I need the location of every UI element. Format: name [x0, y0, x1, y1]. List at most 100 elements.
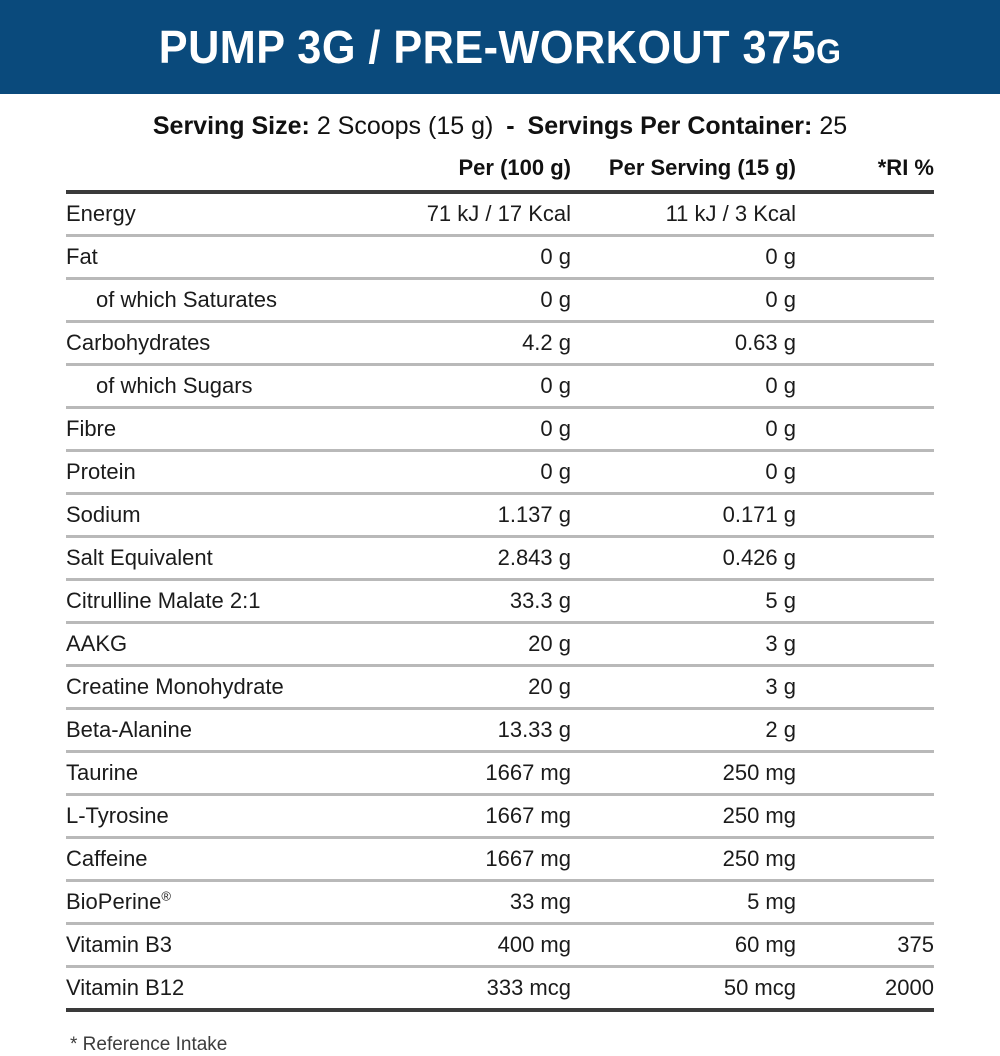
- nutrient-name: Vitamin B3: [66, 923, 366, 968]
- value-per-serving: 0.426 g: [571, 536, 796, 581]
- value-per-100g: 2.843 g: [366, 536, 571, 581]
- value-per-serving: 3 g: [571, 665, 796, 710]
- nutrient-name: Creatine Monohydrate: [66, 665, 366, 710]
- column-header-nutrient: [66, 155, 366, 194]
- value-per-100g: 71 kJ / 17 Kcal: [366, 192, 571, 237]
- value-ri-percent: 375: [796, 923, 934, 968]
- value-per-serving: 0 g: [571, 235, 796, 280]
- value-ri-percent: [796, 450, 934, 495]
- value-ri-percent: [796, 579, 934, 624]
- value-per-100g: 333 mcg: [366, 966, 571, 1012]
- column-header-per-100g: Per (100 g): [366, 155, 571, 194]
- nutrient-name: Carbohydrates: [66, 321, 366, 366]
- value-per-100g: 0 g: [366, 278, 571, 323]
- value-per-serving: 2 g: [571, 708, 796, 753]
- value-per-100g: 13.33 g: [366, 708, 571, 753]
- value-ri-percent: [796, 235, 934, 280]
- value-per-100g: 20 g: [366, 622, 571, 667]
- value-per-100g: 4.2 g: [366, 321, 571, 366]
- value-ri-percent: [796, 665, 934, 710]
- value-per-100g: 400 mg: [366, 923, 571, 968]
- nutrient-name: Taurine: [66, 751, 366, 796]
- value-per-serving: 5 g: [571, 579, 796, 624]
- nutrient-name: Salt Equivalent: [66, 536, 366, 581]
- servings-per-container-value: 25: [819, 112, 848, 140]
- nutrient-name: AAKG: [66, 622, 366, 667]
- serving-separator: -: [506, 112, 515, 140]
- value-per-serving: 0.171 g: [571, 493, 796, 538]
- value-ri-percent: [796, 192, 934, 237]
- title-banner: PUMP 3G / PRE-WORKOUT 375G: [0, 0, 1000, 94]
- serving-information: Serving Size: 2 Scoops (15 g) - Servings…: [0, 112, 1000, 141]
- servings-per-container-label: Servings Per Container:: [527, 112, 813, 140]
- table-row: Vitamin B12 333 mcg 50 mcg 2000: [66, 966, 934, 1012]
- value-per-serving: 50 mcg: [571, 966, 796, 1012]
- table-row: Vitamin B3 400 mg 60 mg 375: [66, 923, 934, 968]
- value-ri-percent: [796, 493, 934, 538]
- column-header-ri-percent: *RI %: [796, 155, 934, 194]
- table-row: Carbohydrates 4.2 g 0.63 g: [66, 321, 934, 366]
- nutrient-name: BioPerine®: [66, 880, 366, 925]
- value-ri-percent: [796, 278, 934, 323]
- value-ri-percent: [796, 880, 934, 925]
- nutrient-name: Protein: [66, 450, 366, 495]
- nutrition-table: Per (100 g) Per Serving (15 g) *RI % Ene…: [66, 155, 934, 1012]
- table-row: Caffeine 1667 mg 250 mg: [66, 837, 934, 882]
- value-ri-percent: [796, 364, 934, 409]
- value-per-serving: 11 kJ / 3 Kcal: [571, 192, 796, 237]
- table-row: Energy 71 kJ / 17 Kcal 11 kJ / 3 Kcal: [66, 192, 934, 237]
- nutrient-name: Beta-Alanine: [66, 708, 366, 753]
- value-per-serving: 0.63 g: [571, 321, 796, 366]
- value-per-100g: 0 g: [366, 364, 571, 409]
- value-per-100g: 33 mg: [366, 880, 571, 925]
- table-header-row: Per (100 g) Per Serving (15 g) *RI %: [66, 155, 934, 194]
- value-per-serving: 0 g: [571, 278, 796, 323]
- table-row: L-Tyrosine 1667 mg 250 mg: [66, 794, 934, 839]
- nutrient-name: Caffeine: [66, 837, 366, 882]
- table-row: Salt Equivalent 2.843 g 0.426 g: [66, 536, 934, 581]
- value-ri-percent: [796, 751, 934, 796]
- nutrient-name: Fat: [66, 235, 366, 280]
- table-row: Taurine 1667 mg 250 mg: [66, 751, 934, 796]
- nutrition-table-wrapper: Per (100 g) Per Serving (15 g) *RI % Ene…: [66, 155, 934, 1012]
- value-per-100g: 1667 mg: [366, 794, 571, 839]
- value-per-100g: 1667 mg: [366, 751, 571, 796]
- value-ri-percent: [796, 536, 934, 581]
- serving-size-value: 2 Scoops (15 g): [316, 112, 494, 140]
- value-per-serving: 0 g: [571, 364, 796, 409]
- nutrient-name: Sodium: [66, 493, 366, 538]
- value-per-serving: 3 g: [571, 622, 796, 667]
- column-header-per-serving: Per Serving (15 g): [571, 155, 796, 194]
- value-ri-percent: [796, 794, 934, 839]
- value-per-100g: 1667 mg: [366, 837, 571, 882]
- value-per-100g: 1.137 g: [366, 493, 571, 538]
- nutrient-name: Vitamin B12: [66, 966, 366, 1012]
- table-row: Sodium 1.137 g 0.171 g: [66, 493, 934, 538]
- nutrition-table-body: Energy 71 kJ / 17 Kcal 11 kJ / 3 Kcal Fat 0 …: [66, 192, 934, 1012]
- value-per-serving: 250 mg: [571, 837, 796, 882]
- registered-trademark-icon: ®: [161, 888, 171, 904]
- product-title-main: PUMP 3G / PRE-WORKOUT 375: [158, 21, 816, 73]
- value-ri-percent: [796, 837, 934, 882]
- value-per-100g: 33.3 g: [366, 579, 571, 624]
- nutrient-name: Fibre: [66, 407, 366, 452]
- value-per-serving: 0 g: [571, 450, 796, 495]
- table-row: BioPerine® 33 mg 5 mg: [66, 880, 934, 925]
- value-per-100g: 20 g: [366, 665, 571, 710]
- value-per-serving: 5 mg: [571, 880, 796, 925]
- nutrient-name: L-Tyrosine: [66, 794, 366, 839]
- value-per-100g: 0 g: [366, 235, 571, 280]
- nutrient-name: Energy: [66, 192, 366, 237]
- nutrition-table-head: Per (100 g) Per Serving (15 g) *RI %: [66, 155, 934, 194]
- value-per-100g: 0 g: [366, 450, 571, 495]
- footnote-reference-intake: * Reference Intake: [70, 1034, 228, 1055]
- nutrient-name: of which Saturates: [66, 278, 366, 323]
